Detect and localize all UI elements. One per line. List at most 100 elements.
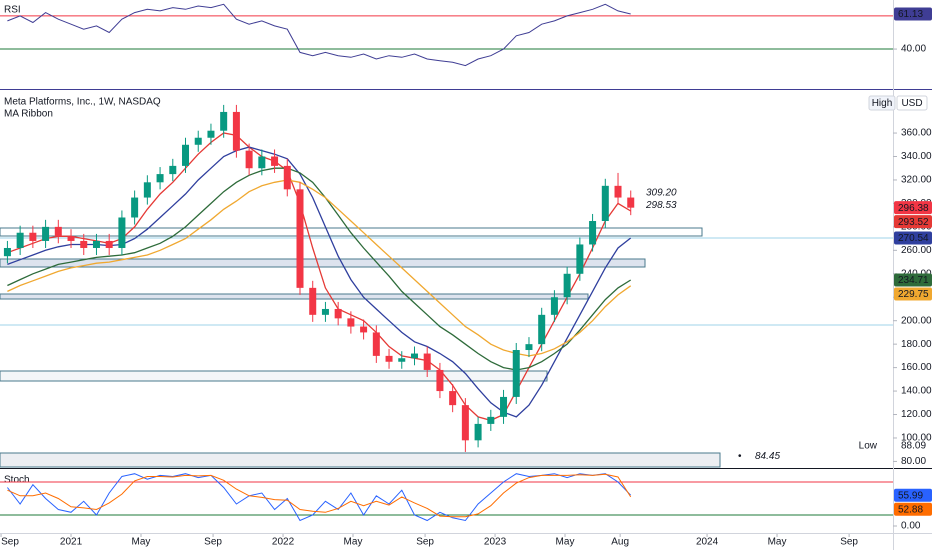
candle-body: [207, 130, 215, 138]
candle-body: [220, 111, 228, 131]
candle-body: [54, 226, 62, 237]
candle-body: [3, 247, 11, 257]
candle-body: [92, 240, 100, 248]
low-value: 88.09: [901, 441, 926, 452]
price-tag: [894, 502, 932, 516]
candle-body: [283, 165, 291, 190]
candle-body: [156, 174, 164, 183]
y-tick-label: 180.00: [901, 339, 932, 350]
x-tick-label: Sep: [204, 537, 222, 548]
y-tick-label: 140.00: [901, 386, 932, 397]
candle-body: [538, 314, 546, 345]
x-tick-label: Sep: [1, 537, 19, 548]
price-tag: [894, 231, 932, 245]
candle-body: [436, 369, 444, 392]
price-tag-label: 52.88: [898, 504, 923, 515]
zone: [0, 293, 589, 300]
candle-body: [563, 273, 571, 298]
price-tag-label: 296.38: [898, 203, 929, 214]
series-line: [7, 3, 631, 67]
series-line: [7, 473, 632, 518]
annotation: 298.53: [645, 200, 677, 211]
x-tick-label: 2023: [484, 537, 507, 548]
x-tick-label: May: [132, 537, 151, 548]
candle-body: [182, 144, 190, 166]
candle-body: [271, 156, 279, 166]
y-tick-label: 100.00: [901, 433, 932, 444]
y-tick-label: 40.00: [901, 44, 926, 55]
toolbar-button[interactable]: [868, 95, 896, 111]
candle-body: [309, 287, 317, 315]
candle-body: [550, 297, 558, 315]
candle-body: [576, 244, 584, 274]
candle-body: [525, 344, 533, 351]
pane-subtitle: MA Ribbon: [4, 109, 53, 120]
annotation: 309.20: [646, 187, 677, 198]
toolbar-button-label[interactable]: High: [872, 98, 893, 109]
price-tag-label: 234.71: [898, 275, 929, 286]
price-tag-label: 61.13: [898, 9, 923, 20]
pane-title: RSI: [4, 5, 21, 16]
y-tick-label: 200.00: [901, 315, 932, 326]
candle-body: [321, 308, 329, 315]
y-tick-label: 260.00: [901, 245, 932, 256]
price-tag-label: 55.99: [898, 490, 923, 501]
plot-layer: RSI 40.00 61.13 Meta Platforms, Inc., 1W, N…: [0, 3, 932, 548]
candle-body: [143, 182, 151, 198]
x-tick-label: Aug: [611, 537, 629, 548]
candle-body: [512, 350, 520, 397]
candle-body: [614, 185, 622, 198]
price-tag: [894, 273, 932, 287]
candle-body: [385, 355, 393, 362]
candle-body: [589, 221, 597, 245]
y-tick-label: 80.00: [901, 456, 926, 467]
series-line: [7, 473, 632, 522]
low-label: Low: [859, 441, 878, 452]
candle-body: [423, 353, 431, 370]
y-tick-label: 160.00: [901, 362, 932, 373]
candle-body: [80, 240, 88, 248]
zone: [0, 452, 721, 468]
candle-body: [169, 165, 177, 175]
candle-body: [232, 111, 240, 151]
price-tag-label: 270.54: [898, 233, 929, 244]
price-tag: [894, 215, 932, 229]
candle-body: [118, 217, 126, 248]
candle-body: [258, 156, 266, 169]
y-tick-label: 320.00: [901, 175, 932, 186]
annotation-arrow: •: [738, 451, 742, 462]
price-tag: [894, 488, 932, 502]
candle-body: [245, 150, 253, 169]
price-tag: [894, 287, 932, 301]
price-tag-label: 293.52: [898, 217, 929, 228]
candle-body: [105, 240, 113, 248]
x-tick-label: 2024: [696, 537, 719, 548]
candle-body: [347, 318, 355, 327]
series-line: [7, 179, 632, 357]
candle-body: [131, 197, 139, 218]
candle-body: [67, 236, 75, 241]
x-tick-label: May: [344, 537, 363, 548]
candle-body: [449, 391, 457, 406]
candle-body: [487, 416, 495, 424]
candle-body: [194, 137, 202, 145]
toolbar-button[interactable]: [896, 95, 928, 111]
y-tick-label: 340.00: [901, 151, 932, 162]
x-tick-label: Sep: [840, 537, 858, 548]
x-tick-label: 2021: [60, 537, 83, 548]
candle-body: [29, 232, 37, 241]
x-tick-label: May: [556, 537, 575, 548]
x-tick-label: Sep: [416, 537, 434, 548]
toolbar-button-label[interactable]: USD: [901, 98, 922, 109]
series-line: [7, 167, 632, 371]
candle-body: [500, 396, 508, 417]
candle-body: [296, 189, 304, 288]
y-tick-label: 120.00: [901, 409, 932, 420]
candle-body: [334, 308, 342, 319]
y-tick-label: 360.00: [901, 128, 932, 139]
y-tick-label: 0.00: [901, 521, 921, 532]
price-tag: [894, 7, 932, 21]
pane-title: Meta Platforms, Inc., 1W, NASDAQ: [4, 97, 161, 108]
candle-body: [474, 423, 482, 441]
